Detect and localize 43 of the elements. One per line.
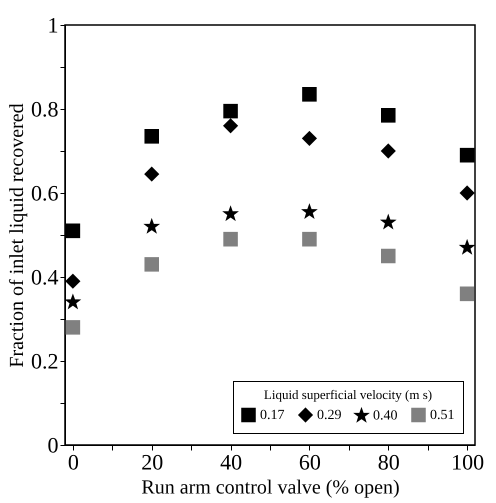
x-tick-label: 0 xyxy=(68,450,79,474)
y-tick-label: 0 xyxy=(48,432,58,458)
point xyxy=(460,186,474,200)
legend-label: 0.29 xyxy=(317,408,342,423)
legend-label: 0.51 xyxy=(430,408,454,423)
point xyxy=(144,129,159,144)
x-tick-label: 60 xyxy=(298,450,321,474)
y-tick-label: 0.4 xyxy=(31,264,58,290)
x-tick-label: 100 xyxy=(451,450,484,474)
point xyxy=(302,131,317,146)
point xyxy=(144,166,159,182)
point xyxy=(223,232,238,246)
point xyxy=(381,144,396,158)
y-tick-label: 0.6 xyxy=(31,180,58,206)
x-tick-label: 40 xyxy=(220,450,242,474)
point xyxy=(66,274,80,288)
legend-label: 0.17 xyxy=(260,408,284,423)
point xyxy=(381,108,396,123)
point xyxy=(223,118,238,134)
point xyxy=(460,240,474,254)
legend-label: 0.40 xyxy=(373,408,398,424)
x-tick-label: 80 xyxy=(378,450,400,474)
point xyxy=(302,204,316,218)
point xyxy=(302,87,317,102)
point xyxy=(224,206,238,220)
point xyxy=(460,148,474,162)
y-axis-title: Fraction of inlet liquid recovered xyxy=(6,103,28,368)
point xyxy=(381,248,396,264)
y-tick-label: 0.8 xyxy=(31,96,58,122)
y-tick-label: 0.2 xyxy=(31,348,58,374)
point xyxy=(144,257,159,272)
point xyxy=(223,104,238,118)
x-tick-label: 20 xyxy=(141,450,164,474)
point xyxy=(144,219,159,233)
legend-title: Liquid superficial velocity (m s) xyxy=(264,387,432,402)
point xyxy=(460,286,474,302)
x-axis-title: Run arm control valve (% open) xyxy=(141,476,400,498)
point xyxy=(302,232,317,246)
y-tick-label: 1 xyxy=(48,12,58,38)
point xyxy=(66,224,80,238)
point xyxy=(66,320,80,335)
point xyxy=(66,294,80,308)
point xyxy=(381,215,396,228)
